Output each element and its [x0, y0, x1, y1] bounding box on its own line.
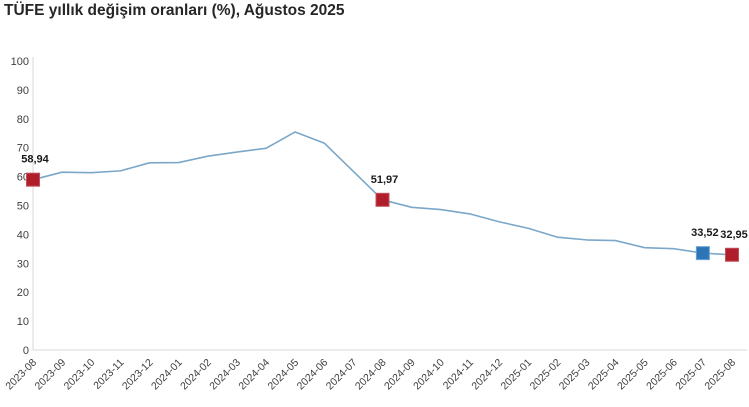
x-axis-tick-label: 2024-08: [353, 357, 389, 393]
data-point-label: 33,52: [691, 227, 719, 239]
y-axis-tick-label: 40: [17, 229, 29, 241]
x-axis-tick-label: 2024-07: [324, 357, 360, 393]
data-point-label: 58,94: [21, 154, 49, 166]
y-axis-tick-label: 90: [17, 85, 29, 97]
x-axis-tick-label: 2024-02: [178, 357, 214, 393]
y-axis-tick-label: 30: [17, 258, 29, 270]
x-axis-tick-label: 2025-02: [528, 357, 564, 393]
data-point-marker: [26, 172, 40, 187]
x-axis-tick-label: 2025-06: [644, 357, 680, 393]
x-axis-tick-label: 2025-08: [702, 357, 738, 393]
x-axis-tick-label: 2023-10: [62, 357, 98, 393]
data-point-marker: [725, 247, 739, 262]
y-axis-tick-label: 80: [17, 114, 29, 126]
x-axis-tick-label: 2025-05: [615, 357, 651, 393]
chart-title: TÜFE yıllık değişim oranları (%), Ağusto…: [4, 2, 345, 19]
y-axis-tick-label: 60: [17, 172, 29, 184]
data-point-label: 51,97: [371, 174, 399, 186]
y-axis-tick-label: 0: [23, 345, 29, 357]
y-axis-tick-label: 20: [17, 287, 29, 299]
x-axis-tick-label: 2023-08: [3, 357, 39, 393]
data-point-marker: [375, 192, 390, 207]
y-axis-tick-label: 70: [17, 143, 29, 155]
x-axis-tick-label: 2024-12: [469, 357, 505, 393]
x-axis-tick-label: 2025-01: [499, 357, 535, 393]
y-axis-tick-label: 10: [17, 316, 29, 328]
x-axis-tick-label: 2024-01: [149, 357, 185, 393]
x-axis-tick-label: 2024-06: [295, 357, 331, 393]
x-axis-tick-label: 2025-03: [557, 357, 593, 393]
x-axis-tick-label: 2024-04: [236, 357, 272, 393]
x-axis-tick-label: 2024-10: [411, 357, 447, 393]
data-point-label: 32,95: [720, 229, 748, 241]
data-point-marker: [695, 246, 710, 261]
x-axis-tick-label: 2024-03: [207, 357, 243, 393]
x-axis-tick-label: 2025-04: [586, 357, 622, 393]
y-axis-tick-label: 50: [17, 201, 29, 213]
x-axis-tick-label: 2023-12: [120, 357, 156, 393]
x-axis-tick-label: 2023-09: [33, 357, 69, 393]
x-axis-tick-label: 2024-05: [266, 357, 302, 393]
x-axis-tick-label: 2024-09: [382, 357, 418, 393]
y-axis-tick-label: 100: [11, 56, 29, 68]
x-axis-tick-label: 2025-07: [673, 357, 709, 393]
